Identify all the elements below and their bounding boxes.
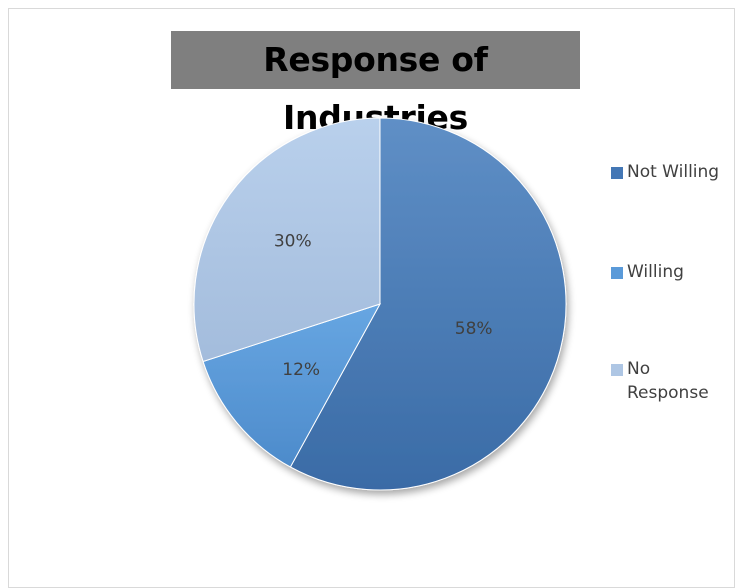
legend-label: Willing: [627, 262, 684, 282]
legend-label: Not Willing: [627, 162, 720, 182]
slice-label-no-response: 30%: [274, 232, 312, 252]
pie-chart: 58% 12% 30%: [193, 117, 567, 491]
slice-label-not-willing: 58%: [455, 319, 493, 339]
legend-label: No Response: [627, 359, 709, 403]
legend-swatch: [611, 364, 623, 376]
legend-swatch: [611, 267, 623, 279]
legend-item-not-willing: Not Willing: [611, 160, 732, 184]
legend-item-no-response: No Response: [611, 357, 732, 405]
pie-slice-no-response: [193, 117, 381, 363]
legend-item-willing: Willing: [611, 260, 732, 284]
legend-swatch: [611, 167, 623, 179]
slice-label-willing: 12%: [282, 360, 320, 380]
pie-slice-not-willing: [289, 117, 567, 491]
pie-slice-willing: [202, 303, 382, 468]
